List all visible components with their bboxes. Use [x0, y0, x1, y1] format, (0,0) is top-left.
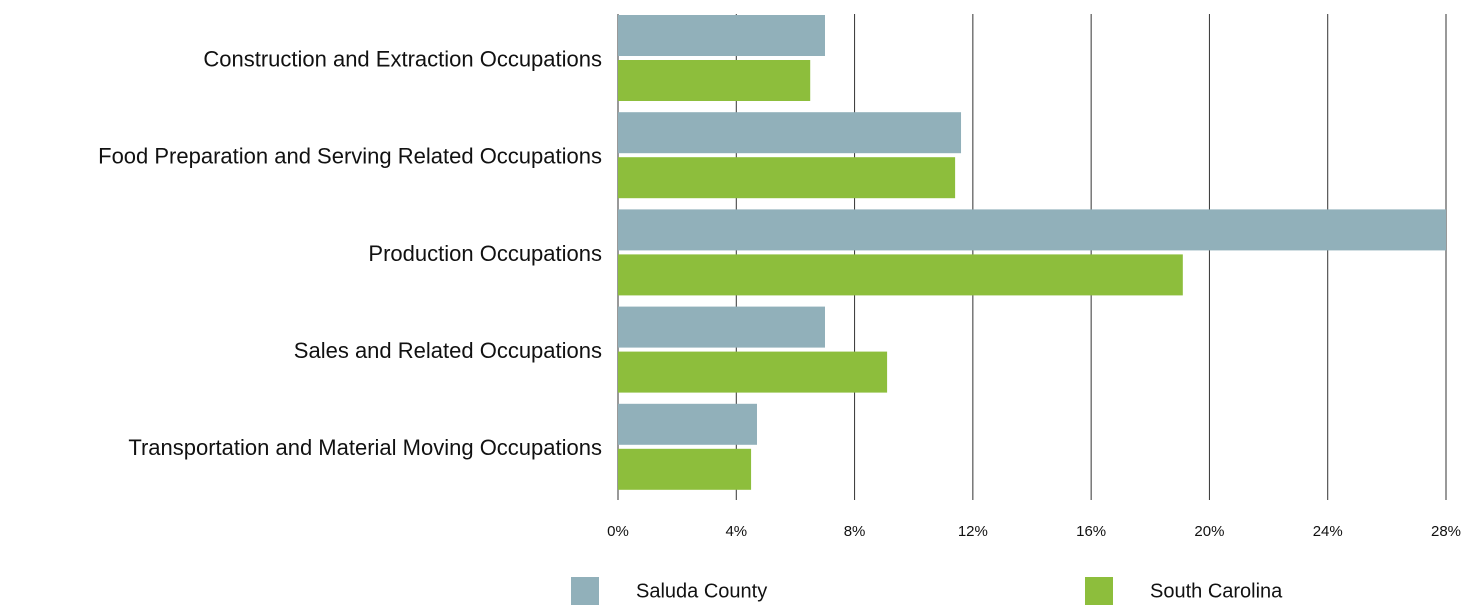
legend-swatch	[1085, 577, 1113, 605]
legend-swatch	[571, 577, 599, 605]
bar	[618, 157, 956, 199]
x-tick-label: 12%	[958, 523, 988, 540]
x-tick-label: 20%	[1194, 523, 1224, 540]
category-label: Food Preparation and Serving Related Occ…	[98, 144, 602, 169]
category-label: Production Occupations	[368, 241, 602, 266]
bar	[618, 209, 1446, 251]
bar	[618, 112, 962, 154]
bar	[618, 254, 1183, 296]
bar	[618, 448, 752, 490]
bar	[618, 15, 825, 56]
x-tick-label: 8%	[844, 523, 866, 540]
x-tick-label: 28%	[1431, 523, 1461, 540]
category-label: Transportation and Material Moving Occup…	[128, 435, 602, 460]
bar	[618, 306, 825, 348]
x-tick-label: 0%	[607, 523, 629, 540]
bar	[618, 351, 888, 393]
bar	[618, 60, 811, 101]
x-tick-label: 24%	[1313, 523, 1343, 540]
legend-label: Saluda County	[636, 580, 767, 602]
x-tick-label: 16%	[1076, 523, 1106, 540]
bar	[618, 403, 757, 445]
x-tick-label: 4%	[725, 523, 747, 540]
legend-label: South Carolina	[1150, 580, 1283, 602]
category-label: Construction and Extraction Occupations	[203, 46, 602, 71]
category-label: Sales and Related Occupations	[294, 338, 602, 363]
